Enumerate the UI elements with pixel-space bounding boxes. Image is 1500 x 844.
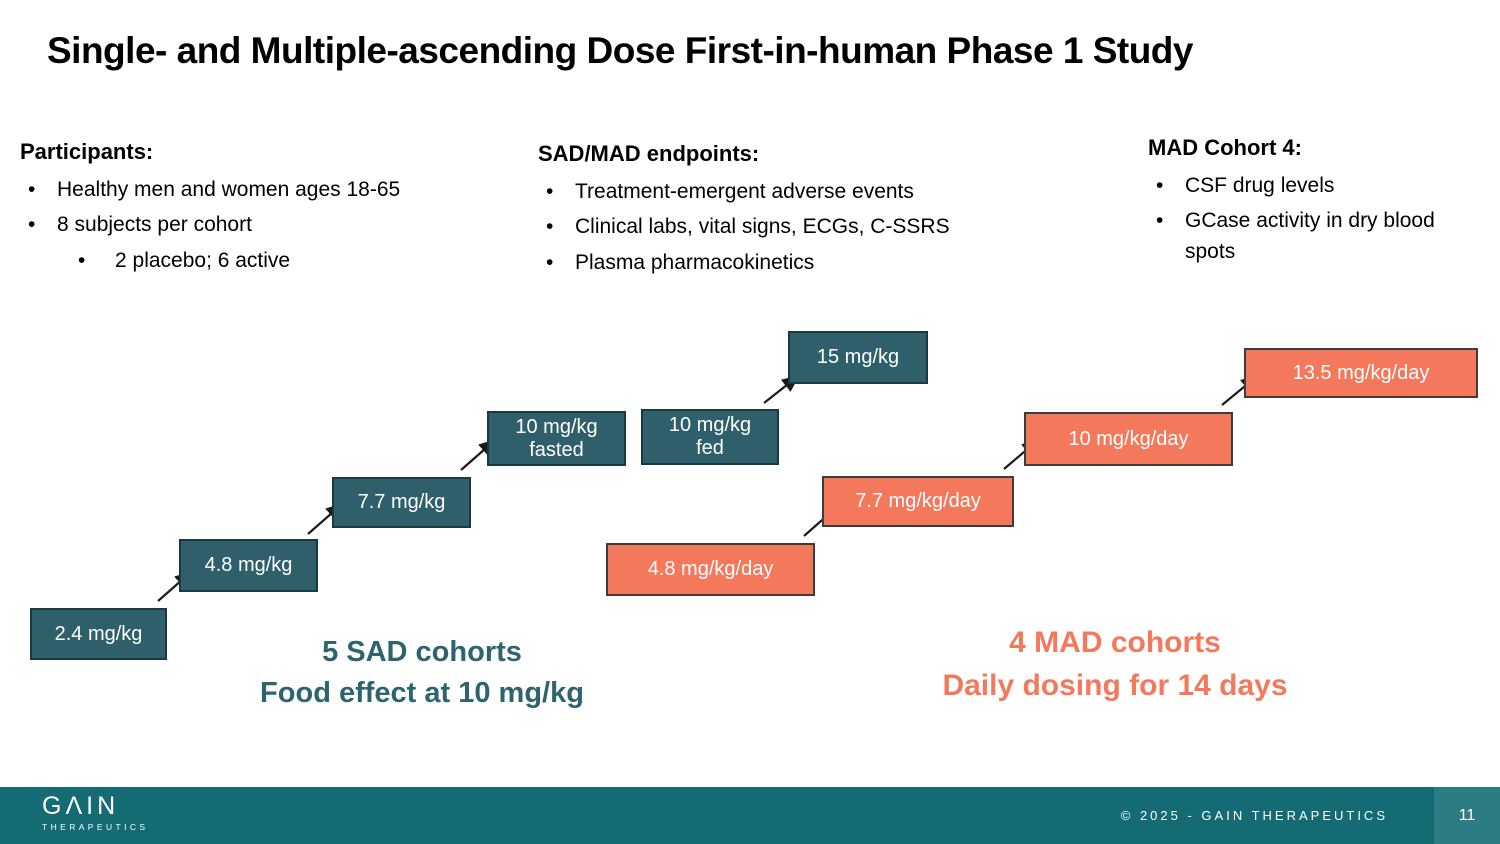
- mad-caption: 4 MAD cohorts Daily dosing for 14 days: [855, 622, 1375, 707]
- mad-dose-box-4p8: 4.8 mg/kg/day: [606, 543, 815, 596]
- mad-dose-box-7p7: 7.7 mg/kg/day: [822, 476, 1014, 527]
- bullet-item: CSF drug levels: [1148, 171, 1478, 202]
- gain-logo-wordmark: GΛIN: [42, 792, 120, 820]
- sad-dose-box-4p8: 4.8 mg/kg: [179, 539, 318, 592]
- sad-caption-line2: Food effect at 10 mg/kg: [260, 677, 584, 710]
- sad-dose-box-10-fed: 10 mg/kg fed: [641, 409, 779, 465]
- sad-caption: 5 SAD cohorts Food effect at 10 mg/kg: [142, 632, 702, 714]
- mad-cohort-4-heading: MAD Cohort 4:: [1148, 135, 1302, 160]
- sad-dose-box-15: 15 mg/kg: [788, 331, 928, 384]
- sad-dose-box-2p4: 2.4 mg/kg: [30, 608, 167, 660]
- mad-dose-box-13p5: 13.5 mg/kg/day: [1244, 348, 1478, 398]
- participants-heading: Participants:: [20, 139, 154, 164]
- sad-caption-line1: 5 SAD cohorts: [322, 636, 522, 668]
- gain-logo: GΛIN THERAPEUTICS: [42, 792, 149, 833]
- sub-bullet-item: 2 placebo; 6 active: [20, 246, 520, 277]
- mad-dose-box-10: 10 mg/kg/day: [1024, 412, 1233, 466]
- bullet-item: Healthy men and women ages 18-65: [20, 175, 520, 206]
- mad-caption-line2: Daily dosing for 14 days: [942, 668, 1288, 702]
- participants-section: Participants: Healthy men and women ages…: [20, 136, 520, 281]
- page-title: Single- and Multiple-ascending Dose Firs…: [47, 30, 1193, 71]
- footer-bar: GΛIN THERAPEUTICS © 2025 - GAIN THERAPEU…: [0, 787, 1500, 844]
- bullet-item: Plasma pharmacokinetics: [538, 248, 1083, 279]
- sad-dose-box-10-fasted: 10 mg/kg fasted: [487, 411, 626, 466]
- page-number: 11: [1434, 787, 1500, 844]
- mad-caption-line1: 4 MAD cohorts: [1009, 626, 1221, 659]
- bullet-item: Clinical labs, vital signs, ECGs, C-SSRS: [538, 212, 1083, 243]
- bullet-item: GCase activity in dry blood spots: [1148, 206, 1478, 267]
- mad-cohort-4-section: MAD Cohort 4: CSF drug levels GCase acti…: [1148, 132, 1478, 272]
- bullet-item: Treatment-emergent adverse events: [538, 177, 1083, 208]
- sad-dose-box-7p7: 7.7 mg/kg: [332, 477, 471, 528]
- bullet-item: 8 subjects per cohort: [20, 210, 520, 241]
- endpoints-section: SAD/MAD endpoints: Treatment-emergent ad…: [538, 138, 1083, 283]
- gain-logo-subtext: THERAPEUTICS: [42, 822, 149, 832]
- copyright-text: © 2025 - GAIN THERAPEUTICS: [1120, 808, 1388, 823]
- endpoints-heading: SAD/MAD endpoints:: [538, 141, 760, 166]
